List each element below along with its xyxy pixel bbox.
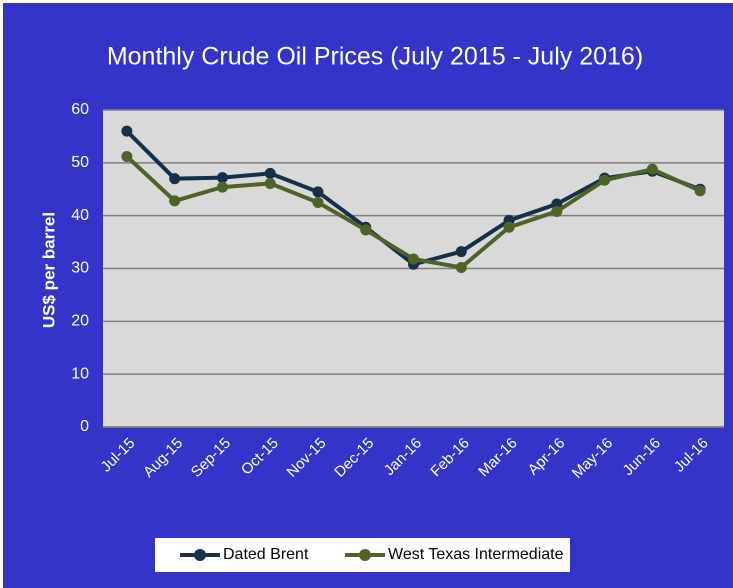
data-point bbox=[360, 224, 372, 236]
data-point bbox=[121, 125, 133, 137]
data-point bbox=[312, 186, 324, 198]
legend-marker bbox=[359, 549, 371, 561]
data-point bbox=[216, 172, 228, 184]
data-point bbox=[312, 196, 324, 208]
y-tick-label: 20 bbox=[71, 313, 89, 330]
y-tick-label: 50 bbox=[71, 154, 89, 171]
data-point bbox=[694, 185, 706, 197]
data-point bbox=[264, 177, 276, 189]
data-point bbox=[455, 261, 467, 273]
data-point bbox=[121, 150, 133, 162]
data-point bbox=[455, 246, 467, 258]
data-point bbox=[646, 163, 658, 175]
data-point bbox=[599, 174, 611, 186]
data-point bbox=[216, 181, 228, 193]
y-tick-label: 30 bbox=[71, 260, 89, 277]
y-tick-label: 40 bbox=[71, 207, 89, 224]
data-point bbox=[408, 253, 419, 265]
data-point bbox=[264, 167, 276, 179]
data-point bbox=[503, 221, 515, 233]
chart-title: Monthly Crude Oil Prices (July 2015 - Ju… bbox=[107, 43, 643, 71]
data-point bbox=[169, 173, 181, 185]
y-tick-label: 0 bbox=[80, 418, 89, 435]
legend-label: Dated Brent bbox=[223, 546, 309, 563]
legend-marker bbox=[194, 549, 206, 561]
data-point bbox=[169, 195, 181, 207]
y-tick-label: 60 bbox=[71, 101, 89, 118]
y-tick-label: 10 bbox=[71, 365, 89, 382]
y-axis-label: US$ per barrel bbox=[39, 212, 58, 328]
data-point bbox=[551, 205, 563, 217]
legend-label: West Texas Intermediate bbox=[388, 546, 564, 563]
